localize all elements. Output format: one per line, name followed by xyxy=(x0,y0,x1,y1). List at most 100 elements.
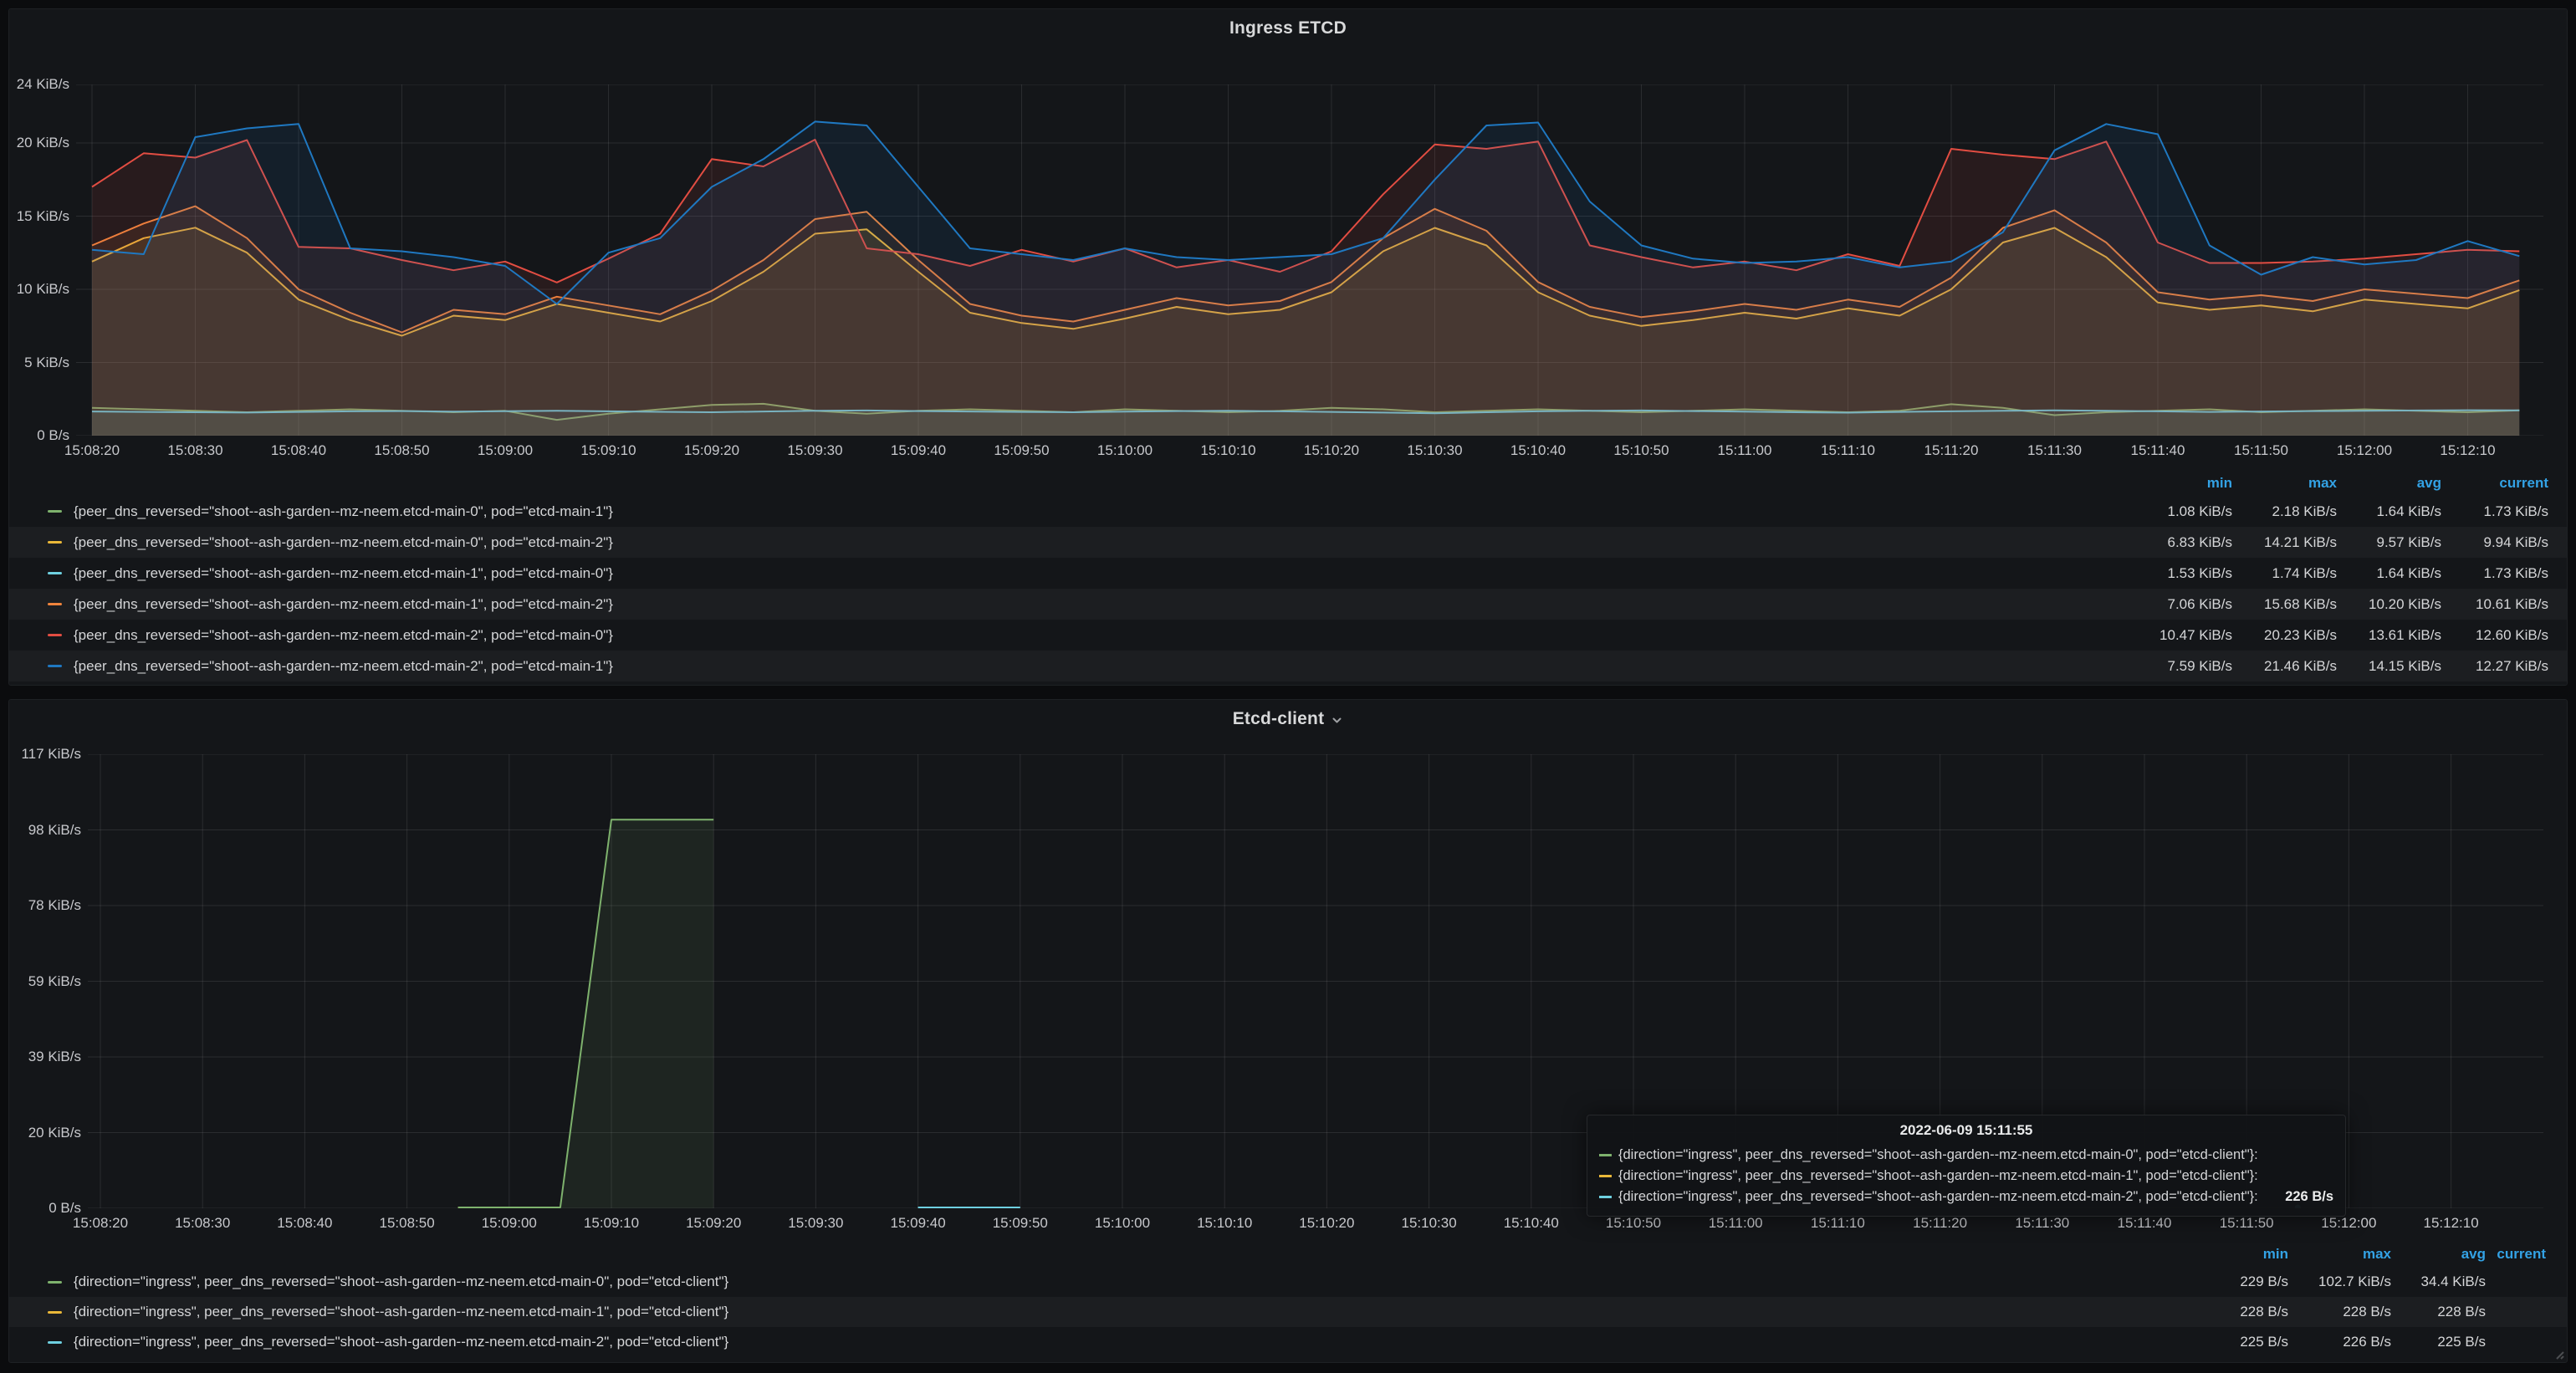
legend-row[interactable]: {direction="ingress", peer_dns_reversed=… xyxy=(9,1327,2567,1357)
legend-col-min[interactable]: min xyxy=(2262,1246,2288,1262)
legend-value-current: 10.61 KiB/s xyxy=(2476,595,2548,612)
legend-series-label[interactable]: {direction="ingress", peer_dns_reversed=… xyxy=(74,1273,729,1289)
graph-tooltip: 2022-06-09 15:11:55 {direction="ingress"… xyxy=(1587,1115,2346,1217)
legend-value-max: 1.74 KiB/s xyxy=(2272,564,2338,581)
panel-title[interactable]: Etcd-client xyxy=(1232,709,1325,728)
legend-table: min max avg current {peer_dns_reversed="shoo… xyxy=(9,471,2567,681)
legend-series-swatch[interactable] xyxy=(48,603,62,605)
time-series-graph[interactable] xyxy=(76,84,2543,436)
panel-header[interactable]: Ingress ETCD xyxy=(9,9,2567,48)
legend-col-current[interactable]: current xyxy=(2499,475,2548,491)
panel-header[interactable]: Etcd-client xyxy=(9,700,2567,738)
legend-row[interactable]: {peer_dns_reversed="shoot--ash-garden--m… xyxy=(9,651,2567,681)
tooltip-series-swatch xyxy=(1599,1175,1612,1177)
x-axis-label: 15:10:20 xyxy=(1299,1215,1355,1231)
legend-row[interactable]: {direction="ingress", peer_dns_reversed=… xyxy=(9,1267,2567,1297)
legend-series-swatch[interactable] xyxy=(48,634,62,636)
panel-menu-chevron-icon[interactable] xyxy=(1331,714,1343,727)
legend-value-max: 15.68 KiB/s xyxy=(2264,595,2337,612)
y-axis-label: 98 KiB/s xyxy=(28,821,81,838)
x-axis-label: 15:10:50 xyxy=(1605,1215,1662,1231)
panel-title[interactable]: Ingress ETCD xyxy=(1229,18,1347,38)
legend-value-max: 21.46 KiB/s xyxy=(2264,657,2337,674)
panel-etcd-client: Etcd-client 0 B/s 20 KiB/s 39 KiB/s 59 KiB/… xyxy=(8,699,2568,1363)
legend-header-row: min max avg current xyxy=(9,471,2567,496)
y-axis-label: 39 KiB/s xyxy=(28,1049,81,1064)
x-axis-label: 15:09:00 xyxy=(481,1215,537,1231)
x-axis-label: 15:09:20 xyxy=(683,442,740,458)
x-axis-label: 15:11:40 xyxy=(2117,1215,2172,1231)
y-axis-label: 59 KiB/s xyxy=(28,972,81,989)
tooltip-timestamp: 2022-06-09 15:11:55 xyxy=(1899,1122,2033,1138)
x-axis-label: 15:12:10 xyxy=(2423,1215,2479,1231)
legend-series-swatch[interactable] xyxy=(48,665,62,667)
legend-value-avg: 14.15 KiB/s xyxy=(2369,657,2441,674)
x-axis-label: 15:09:40 xyxy=(890,442,947,458)
legend-series-label[interactable]: {direction="ingress", peer_dns_reversed=… xyxy=(74,1304,729,1319)
x-axis-label: 15:11:50 xyxy=(2234,442,2288,458)
legend-value-avg: 34.4 KiB/s xyxy=(2420,1273,2487,1289)
legend-series-swatch[interactable] xyxy=(48,1310,62,1314)
time-series-graph[interactable] xyxy=(88,753,2543,1211)
y-axis-label: 15 KiB/s xyxy=(16,207,69,224)
x-axis-label: 15:10:20 xyxy=(1303,442,1360,458)
legend-value-min: 225 B/s xyxy=(2240,1334,2288,1350)
legend-series-label[interactable]: {peer_dns_reversed="shoot--ash-garden--m… xyxy=(74,595,613,612)
y-axis-label: 0 B/s xyxy=(49,1200,81,1216)
legend-value-min: 228 B/s xyxy=(2240,1304,2288,1319)
x-axis-label: 15:10:30 xyxy=(1401,1215,1457,1231)
legend-series-label[interactable]: {peer_dns_reversed="shoot--ash-garden--m… xyxy=(74,657,613,674)
legend-col-current[interactable]: current xyxy=(2497,1246,2546,1262)
y-axis-label: 24 KiB/s xyxy=(16,76,69,92)
legend-value-min: 1.53 KiB/s xyxy=(2167,564,2233,581)
legend-row[interactable]: {direction="ingress", peer_dns_reversed=… xyxy=(9,1297,2567,1327)
x-axis-label: 15:12:00 xyxy=(2321,1215,2377,1231)
y-axis-label: 0 B/s xyxy=(37,427,69,443)
legend-row[interactable]: {peer_dns_reversed="shoot--ash-garden--m… xyxy=(9,620,2567,651)
x-axis-label: 15:09:50 xyxy=(994,442,1050,458)
tooltip-series-label: {direction="ingress", peer_dns_reversed=… xyxy=(1618,1147,2258,1162)
legend-row[interactable]: {peer_dns_reversed="shoot--ash-garden--m… xyxy=(9,589,2567,620)
legend-value-current: 12.27 KiB/s xyxy=(2476,657,2548,674)
x-axis-label: 15:11:40 xyxy=(2130,442,2185,458)
legend-col-avg[interactable]: avg xyxy=(2461,1246,2486,1262)
legend-col-max[interactable]: max xyxy=(2308,475,2337,491)
x-axis-label: 15:08:20 xyxy=(64,442,120,458)
legend-series-label[interactable]: {peer_dns_reversed="shoot--ash-garden--m… xyxy=(74,533,613,550)
x-axis-label: 15:09:50 xyxy=(992,1215,1048,1231)
legend-row[interactable]: {peer_dns_reversed="shoot--ash-garden--m… xyxy=(9,496,2567,527)
legend-value-min: 1.08 KiB/s xyxy=(2167,503,2233,519)
x-axis-label: 15:08:50 xyxy=(374,442,430,458)
legend-row[interactable]: {peer_dns_reversed="shoot--ash-garden--m… xyxy=(9,527,2567,558)
x-axis-label: 15:08:40 xyxy=(277,1215,333,1231)
x-axis-label: 15:10:40 xyxy=(1510,442,1567,458)
legend-value-max: 228 B/s xyxy=(2343,1304,2391,1319)
panel-resize-handle[interactable] xyxy=(2553,1348,2564,1360)
legend-series-label[interactable]: {direction="ingress", peer_dns_reversed=… xyxy=(74,1334,729,1350)
panel-ingress-etcd: Ingress ETCD 0 B/s 5 KiB/s 10 KiB/s 15 KiB/… xyxy=(8,8,2568,686)
x-axis-label: 15:10:50 xyxy=(1613,442,1669,458)
y-axis-label: 117 KiB/s xyxy=(21,746,81,762)
legend-series-label[interactable]: {peer_dns_reversed="shoot--ash-garden--m… xyxy=(74,626,613,643)
x-axis-label: 15:09:00 xyxy=(477,442,534,458)
legend-series-label[interactable]: {peer_dns_reversed="shoot--ash-garden--m… xyxy=(74,503,613,519)
legend-series-swatch[interactable] xyxy=(48,1280,62,1284)
legend-col-max[interactable]: max xyxy=(2362,1246,2391,1262)
x-axis-label: 15:10:00 xyxy=(1096,442,1153,458)
legend-value-max: 226 B/s xyxy=(2343,1334,2391,1350)
legend-series-swatch[interactable] xyxy=(48,1340,62,1344)
y-axis-label: 20 KiB/s xyxy=(16,135,69,151)
legend-series-swatch[interactable] xyxy=(48,572,62,574)
x-axis-label: 15:10:40 xyxy=(1503,1215,1559,1231)
y-axis-label: 5 KiB/s xyxy=(24,354,69,370)
legend-series-label[interactable]: {peer_dns_reversed="shoot--ash-garden--m… xyxy=(74,564,613,581)
legend-series-swatch[interactable] xyxy=(48,541,62,544)
legend-series-swatch[interactable] xyxy=(48,510,62,513)
legend-col-min[interactable]: min xyxy=(2206,475,2232,491)
legend-value-min: 6.83 KiB/s xyxy=(2167,533,2233,550)
legend-col-avg[interactable]: avg xyxy=(2416,475,2441,491)
legend-value-max: 14.21 KiB/s xyxy=(2264,533,2337,550)
legend-row[interactable]: {peer_dns_reversed="shoot--ash-garden--m… xyxy=(9,558,2567,589)
x-axis-label: 15:08:30 xyxy=(167,442,223,458)
